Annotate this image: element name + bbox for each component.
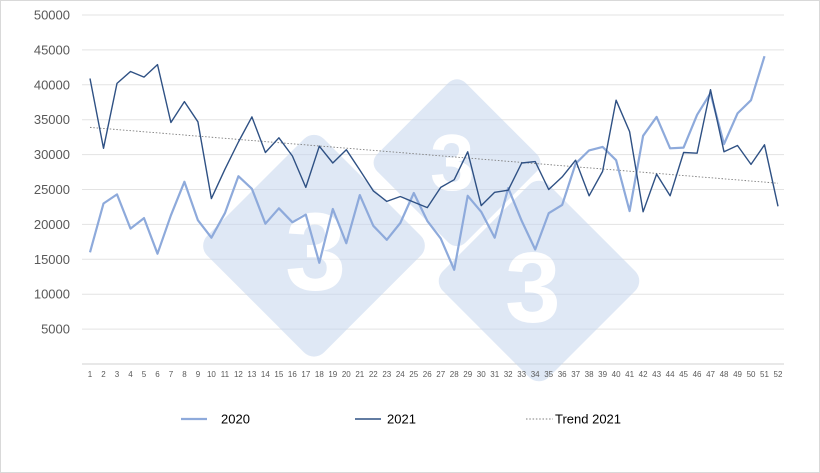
x-tick-label: 24 bbox=[396, 370, 405, 379]
x-tick-label: 51 bbox=[760, 370, 769, 379]
x-tick-label: 3 bbox=[115, 370, 120, 379]
x-tick-label: 21 bbox=[355, 370, 364, 379]
y-tick-label: 10000 bbox=[34, 287, 70, 302]
y-tick-label: 40000 bbox=[34, 77, 70, 92]
x-tick-label: 11 bbox=[221, 370, 230, 379]
x-tick-label: 41 bbox=[625, 370, 634, 379]
x-tick-label: 9 bbox=[196, 370, 201, 379]
x-tick-label: 4 bbox=[128, 370, 133, 379]
watermark-digit: 3 bbox=[505, 232, 561, 344]
watermark-logo: 3 3 3 bbox=[203, 79, 640, 382]
x-tick-label: 32 bbox=[504, 370, 513, 379]
x-tick-label: 37 bbox=[571, 370, 580, 379]
x-tick-label: 10 bbox=[207, 370, 216, 379]
x-tick-label: 35 bbox=[544, 370, 553, 379]
x-tick-label: 14 bbox=[261, 370, 270, 379]
x-tick-label: 28 bbox=[450, 370, 459, 379]
x-tick-label: 7 bbox=[169, 370, 174, 379]
watermark-diamond-right bbox=[438, 180, 640, 382]
y-tick-label: 5000 bbox=[41, 322, 70, 337]
x-tick-label: 15 bbox=[274, 370, 283, 379]
x-tick-label: 1 bbox=[88, 370, 93, 379]
x-tick-label: 40 bbox=[612, 370, 621, 379]
x-tick-label: 30 bbox=[477, 370, 486, 379]
x-tick-label: 42 bbox=[639, 370, 648, 379]
x-tick-label: 26 bbox=[423, 370, 432, 379]
x-tick-label: 23 bbox=[382, 370, 391, 379]
x-tick-label: 50 bbox=[747, 370, 756, 379]
x-tick-label: 22 bbox=[369, 370, 378, 379]
legend-label: Trend 2021 bbox=[555, 412, 621, 427]
x-axis-ticks: 1 2 3 4 5 6 7 8 9 10 11 12 13 14 15 16 17 18 19 20 21 22 23 24 2… bbox=[88, 370, 783, 379]
x-tick-label: 46 bbox=[693, 370, 702, 379]
x-tick-label: 27 bbox=[436, 370, 445, 379]
series-line-2020 bbox=[88, 55, 766, 271]
x-tick-label: 45 bbox=[679, 370, 688, 379]
y-tick-label: 15000 bbox=[34, 252, 70, 267]
y-tick-label: 50000 bbox=[34, 8, 70, 23]
series-lines bbox=[88, 55, 779, 271]
x-tick-label: 39 bbox=[598, 370, 607, 379]
x-tick-label: 38 bbox=[585, 370, 594, 379]
watermark-diamond-top bbox=[373, 79, 541, 247]
x-tick-label: 8 bbox=[182, 370, 187, 379]
x-tick-label: 36 bbox=[558, 370, 567, 379]
x-tick-label: 49 bbox=[733, 370, 742, 379]
y-tick-label: 20000 bbox=[34, 217, 70, 232]
y-tick-label: 30000 bbox=[34, 147, 70, 162]
y-tick-label: 35000 bbox=[34, 112, 70, 127]
x-tick-label: 33 bbox=[517, 370, 526, 379]
x-tick-label: 29 bbox=[463, 370, 472, 379]
x-tick-label: 17 bbox=[301, 370, 310, 379]
legend-label: 2020 bbox=[221, 412, 250, 427]
x-tick-label: 20 bbox=[342, 370, 351, 379]
x-tick-label: 2 bbox=[101, 370, 106, 379]
y-tick-label: 25000 bbox=[34, 182, 70, 197]
x-tick-label: 18 bbox=[315, 370, 324, 379]
x-tick-label: 16 bbox=[288, 370, 297, 379]
series-line-2021 bbox=[89, 63, 779, 213]
x-tick-label: 12 bbox=[234, 370, 243, 379]
x-tick-label: 43 bbox=[652, 370, 661, 379]
x-tick-label: 47 bbox=[706, 370, 715, 379]
x-tick-label: 6 bbox=[155, 370, 160, 379]
trend-line bbox=[89, 126, 779, 184]
x-tick-label: 31 bbox=[490, 370, 499, 379]
x-tick-label: 48 bbox=[720, 370, 729, 379]
y-tick-label: 45000 bbox=[34, 42, 70, 57]
legend-label: 2021 bbox=[387, 412, 416, 427]
y-axis-ticks: 5000 10000 15000 20000 25000 30000 35000 40000 4… bbox=[34, 8, 70, 337]
x-tick-label: 19 bbox=[328, 370, 337, 379]
x-tick-label: 13 bbox=[247, 370, 256, 379]
x-tick-label: 52 bbox=[774, 370, 783, 379]
legend: 2020 2021 Trend 2021 bbox=[181, 412, 621, 427]
x-tick-label: 34 bbox=[531, 370, 540, 379]
x-tick-label: 44 bbox=[666, 370, 675, 379]
x-tick-label: 25 bbox=[409, 370, 418, 379]
x-tick-label: 5 bbox=[142, 370, 147, 379]
